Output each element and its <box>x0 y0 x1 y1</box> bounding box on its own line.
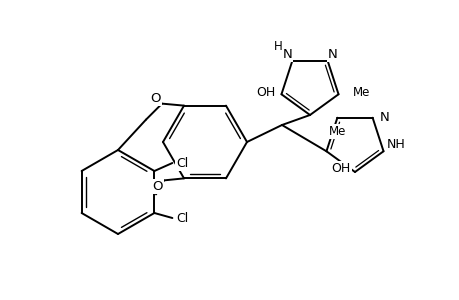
Text: N: N <box>282 48 291 61</box>
Text: O: O <box>152 180 163 193</box>
Text: NH: NH <box>386 138 404 151</box>
Text: OH: OH <box>330 161 350 175</box>
Text: OH: OH <box>255 86 274 99</box>
Text: N: N <box>379 111 388 124</box>
Text: Cl: Cl <box>176 212 188 224</box>
Text: Me: Me <box>328 125 345 138</box>
Text: N: N <box>327 48 337 61</box>
Text: H: H <box>274 40 282 53</box>
Text: O: O <box>151 92 161 105</box>
Text: Cl: Cl <box>176 157 188 169</box>
Text: Me: Me <box>352 86 369 99</box>
